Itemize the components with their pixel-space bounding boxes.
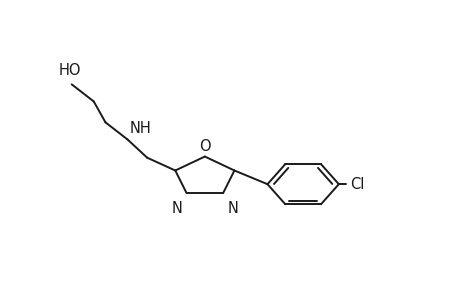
Text: HO: HO <box>58 63 80 78</box>
Text: O: O <box>199 139 210 154</box>
Text: N: N <box>171 201 182 216</box>
Text: NH: NH <box>129 122 151 136</box>
Text: Cl: Cl <box>349 177 364 192</box>
Text: N: N <box>227 201 238 216</box>
